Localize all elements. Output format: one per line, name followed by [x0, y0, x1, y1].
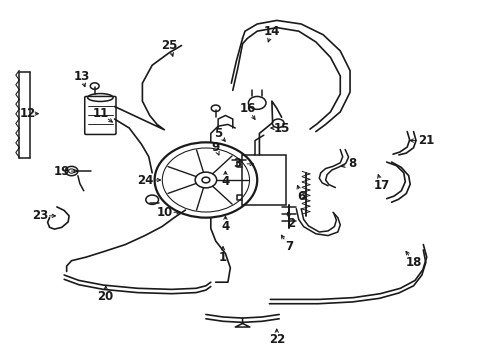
Bar	[242, 155, 286, 205]
Text: 14: 14	[264, 25, 280, 38]
Text: 9: 9	[212, 141, 220, 154]
Text: 5: 5	[214, 127, 222, 140]
Text: 15: 15	[273, 122, 290, 135]
Text: 19: 19	[53, 165, 70, 177]
Text: 17: 17	[374, 179, 390, 192]
Text: 12: 12	[20, 107, 36, 120]
Text: 16: 16	[239, 102, 256, 115]
Text: 18: 18	[405, 256, 422, 269]
Text: 20: 20	[98, 290, 114, 303]
Text: 4: 4	[221, 220, 230, 233]
Text: 22: 22	[269, 333, 285, 346]
Text: 25: 25	[161, 39, 177, 52]
Text: 6: 6	[297, 190, 305, 203]
Text: 8: 8	[348, 157, 357, 170]
Text: 4: 4	[221, 175, 230, 188]
Text: 11: 11	[93, 107, 109, 120]
Text: 24: 24	[137, 174, 153, 186]
Text: 13: 13	[73, 69, 90, 82]
Text: 7: 7	[285, 240, 293, 253]
Text: 21: 21	[417, 134, 434, 147]
Text: 10: 10	[156, 206, 172, 219]
Text: 3: 3	[234, 157, 242, 170]
Text: 23: 23	[32, 210, 48, 222]
Text: 1: 1	[219, 251, 227, 264]
Text: 2: 2	[287, 216, 295, 230]
